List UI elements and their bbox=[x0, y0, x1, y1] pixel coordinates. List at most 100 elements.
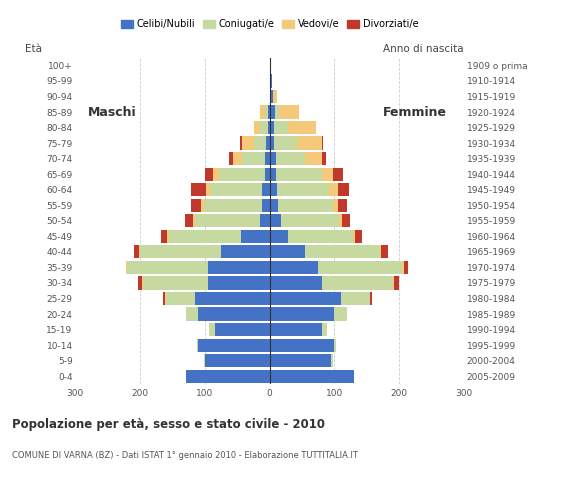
Bar bbox=[201, 199, 204, 212]
Bar bbox=[205, 183, 210, 196]
Bar bbox=[195, 214, 260, 228]
Bar bbox=[270, 152, 276, 165]
Bar bbox=[270, 121, 274, 134]
Bar bbox=[240, 136, 242, 150]
Bar bbox=[394, 276, 398, 289]
Bar bbox=[270, 354, 331, 367]
Bar bbox=[168, 230, 169, 243]
Text: Anno di nascita: Anno di nascita bbox=[383, 44, 464, 54]
Bar bbox=[229, 152, 233, 165]
Bar bbox=[270, 106, 275, 119]
Bar bbox=[209, 323, 215, 336]
Bar bbox=[208, 261, 270, 274]
Bar bbox=[354, 230, 362, 243]
Bar bbox=[213, 168, 219, 181]
Bar bbox=[270, 90, 273, 103]
Bar bbox=[321, 136, 324, 150]
Bar bbox=[204, 354, 205, 367]
Bar bbox=[270, 323, 321, 336]
Legend: Celibi/Nubili, Coniugati/e, Vedovi/e, Divorziati/e: Celibi/Nubili, Coniugati/e, Vedovi/e, Di… bbox=[117, 15, 422, 33]
Bar bbox=[198, 308, 270, 321]
Bar bbox=[270, 276, 321, 289]
Bar bbox=[270, 136, 274, 150]
Text: Femmine: Femmine bbox=[383, 106, 447, 119]
Bar bbox=[370, 292, 372, 305]
Bar bbox=[204, 199, 262, 212]
Bar bbox=[219, 168, 264, 181]
Bar bbox=[342, 214, 350, 228]
Bar bbox=[276, 168, 321, 181]
Bar bbox=[321, 276, 393, 289]
Bar bbox=[165, 292, 166, 305]
Bar bbox=[262, 183, 270, 196]
Bar bbox=[191, 183, 205, 196]
Bar bbox=[198, 338, 270, 352]
Bar bbox=[268, 121, 270, 134]
Bar bbox=[126, 261, 127, 274]
Bar bbox=[341, 292, 370, 305]
Bar bbox=[191, 199, 201, 212]
Bar bbox=[264, 152, 270, 165]
Bar bbox=[335, 308, 347, 321]
Bar bbox=[321, 152, 326, 165]
Bar bbox=[288, 230, 353, 243]
Bar bbox=[135, 245, 139, 259]
Bar bbox=[381, 245, 387, 259]
Bar bbox=[270, 370, 354, 383]
Bar bbox=[195, 292, 270, 305]
Bar bbox=[266, 136, 270, 150]
Bar bbox=[270, 230, 288, 243]
Bar bbox=[205, 168, 213, 181]
Bar bbox=[127, 261, 208, 274]
Bar bbox=[273, 90, 277, 103]
Bar bbox=[338, 183, 349, 196]
Bar bbox=[197, 338, 198, 352]
Bar bbox=[339, 214, 342, 228]
Bar bbox=[260, 121, 268, 134]
Bar bbox=[305, 152, 321, 165]
Bar bbox=[270, 338, 335, 352]
Bar bbox=[321, 323, 327, 336]
Bar bbox=[331, 354, 332, 367]
Bar bbox=[163, 292, 165, 305]
Bar bbox=[166, 292, 195, 305]
Bar bbox=[305, 245, 380, 259]
Bar bbox=[208, 276, 270, 289]
Bar bbox=[215, 323, 270, 336]
Bar bbox=[270, 74, 271, 87]
Bar bbox=[260, 214, 270, 228]
Text: COMUNE DI VARNA (BZ) - Dati ISTAT 1° gennaio 2010 - Elaborazione TUTTITALIA.IT: COMUNE DI VARNA (BZ) - Dati ISTAT 1° gen… bbox=[12, 451, 357, 460]
Bar bbox=[139, 245, 140, 259]
Bar bbox=[329, 183, 338, 196]
Bar bbox=[143, 276, 208, 289]
Bar bbox=[242, 152, 264, 165]
Bar bbox=[318, 261, 403, 274]
Bar bbox=[140, 245, 221, 259]
Bar bbox=[270, 261, 318, 274]
Text: Maschi: Maschi bbox=[88, 106, 137, 119]
Bar bbox=[270, 199, 278, 212]
Bar bbox=[270, 214, 281, 228]
Bar bbox=[380, 245, 381, 259]
Bar bbox=[333, 168, 343, 181]
Bar bbox=[321, 168, 333, 181]
Text: Età: Età bbox=[25, 44, 42, 54]
Bar bbox=[260, 106, 264, 119]
Bar bbox=[253, 136, 266, 150]
Bar bbox=[205, 354, 270, 367]
Bar bbox=[262, 199, 270, 212]
Bar bbox=[253, 121, 260, 134]
Bar bbox=[270, 308, 335, 321]
Bar bbox=[186, 370, 270, 383]
Bar bbox=[221, 245, 270, 259]
Bar bbox=[281, 214, 339, 228]
Bar bbox=[338, 199, 347, 212]
Bar bbox=[297, 136, 321, 150]
Bar bbox=[233, 152, 242, 165]
Bar bbox=[242, 136, 253, 150]
Bar bbox=[264, 168, 270, 181]
Bar bbox=[276, 152, 305, 165]
Bar bbox=[210, 183, 262, 196]
Bar bbox=[264, 106, 268, 119]
Bar bbox=[274, 121, 288, 134]
